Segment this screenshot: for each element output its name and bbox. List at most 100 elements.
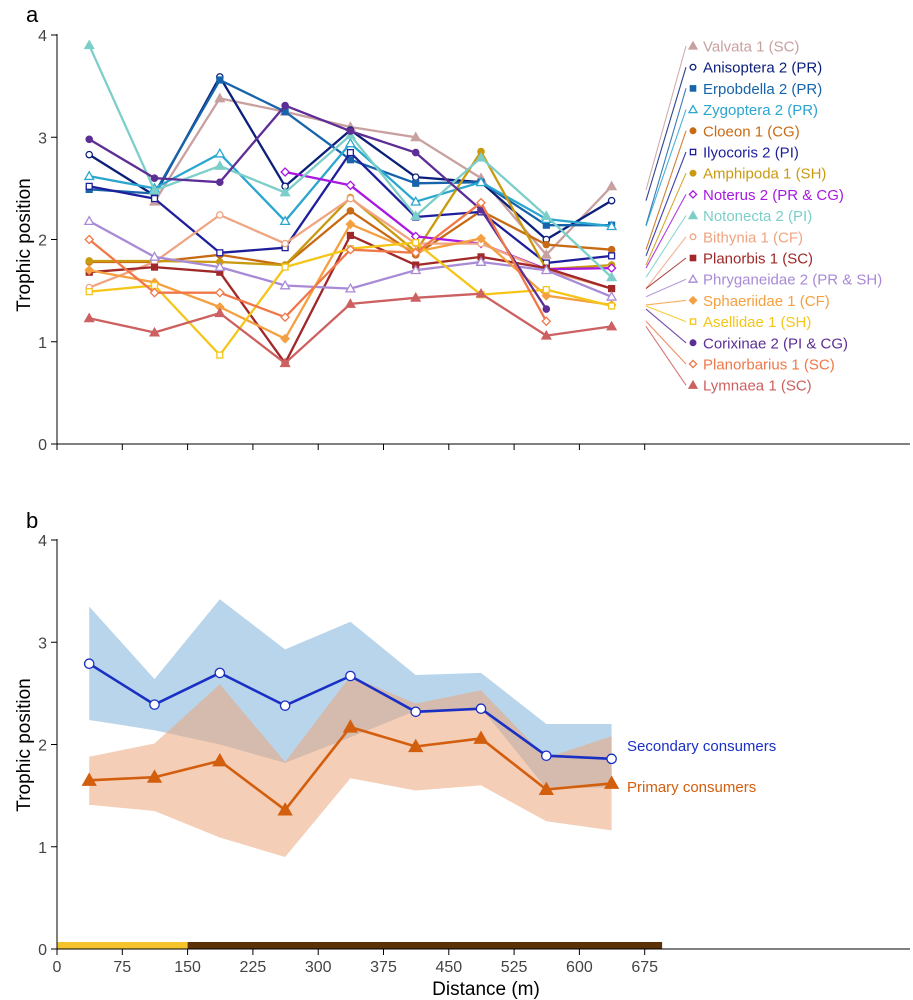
- data-point: [345, 180, 356, 191]
- data-point: [85, 182, 93, 190]
- series-planorbarius: [84, 197, 552, 327]
- confidence-band: [89, 676, 612, 857]
- panel-b-series: [81, 658, 620, 816]
- data-point: [541, 750, 552, 762]
- data-point: [540, 210, 552, 220]
- legend-leader-line: [645, 326, 687, 386]
- data-point: [281, 101, 289, 110]
- data-point: [83, 658, 95, 670]
- legend-marker: [687, 273, 699, 283]
- legend-label: Noterus 2 (PR & CG): [703, 187, 844, 204]
- data-point: [216, 249, 224, 257]
- x-tick-label: 450: [435, 959, 462, 976]
- data-point: [346, 231, 355, 240]
- series-primary: [81, 719, 620, 816]
- legend-marker: [687, 379, 699, 389]
- legend-leader-line: [645, 305, 687, 323]
- legend-label: Planorbis 1 (SC): [703, 251, 813, 268]
- data-point: [346, 127, 355, 135]
- data-point: [541, 316, 552, 327]
- data-point: [83, 170, 95, 181]
- data-point: [608, 252, 616, 260]
- data-point: [606, 271, 618, 282]
- data-point: [85, 135, 94, 144]
- x-tick-label: 150: [174, 959, 201, 976]
- data-point: [346, 156, 355, 164]
- data-point: [214, 261, 226, 272]
- series-line: [88, 223, 612, 340]
- data-point: [280, 312, 291, 323]
- series-phryganeidae: [83, 215, 618, 301]
- data-point: [346, 207, 355, 215]
- data-point: [216, 178, 224, 187]
- x-tick-label: 525: [501, 959, 528, 976]
- data-point: [603, 775, 620, 789]
- data-point: [85, 288, 93, 296]
- data-point: [150, 263, 159, 271]
- data-point: [410, 131, 422, 142]
- x-tick-label: 300: [305, 959, 332, 976]
- panel-a-legend: Valvata 1 (SC) Anisoptera 2 (PR) Erpobdell…: [645, 39, 882, 395]
- data-point: [542, 305, 551, 313]
- data-point: [146, 769, 163, 783]
- y-tick-label: 4: [38, 533, 47, 550]
- data-point: [344, 137, 356, 148]
- legend-marker: [689, 318, 697, 325]
- legend-marker: [689, 85, 697, 92]
- legend-label: Notonecta 2 (PI): [703, 208, 812, 225]
- data-point: [148, 184, 161, 195]
- data-point: [344, 282, 356, 293]
- legend-marker: [687, 104, 699, 114]
- legend-label: Bithynia 1 (CF): [703, 229, 803, 246]
- panel-b-segments: [57, 942, 663, 949]
- data-point: [606, 753, 617, 765]
- data-point: [607, 245, 616, 254]
- legend-marker: [687, 210, 699, 220]
- data-point: [608, 302, 616, 310]
- data-point: [277, 802, 293, 816]
- data-point: [214, 667, 226, 679]
- legend-label: Lymnaea 1 (SC): [703, 378, 812, 395]
- legend-marker: [689, 339, 697, 347]
- panel-b-y-axis-title: Trophic position: [14, 678, 35, 811]
- legend-label: Anisoptera 2 (PR): [703, 60, 822, 77]
- series-line: [153, 97, 613, 256]
- data-point: [85, 257, 94, 265]
- data-point: [608, 284, 616, 293]
- y-tick-label: 3: [38, 635, 47, 652]
- series-line: [284, 170, 612, 271]
- data-point: [279, 279, 291, 290]
- data-point: [280, 167, 291, 177]
- data-point: [345, 670, 356, 682]
- legend-label: Amphipoda 1 (SH): [703, 166, 826, 183]
- legend-marker: [689, 233, 697, 241]
- series-corixinae: [85, 101, 551, 313]
- data-point: [475, 287, 487, 298]
- data-point: [606, 220, 618, 231]
- legend-marker: [689, 254, 697, 262]
- data-point: [475, 256, 487, 266]
- data-point: [216, 211, 224, 219]
- data-point: [150, 174, 159, 182]
- data-point: [410, 264, 422, 275]
- data-point: [542, 240, 551, 249]
- series-line: [88, 104, 548, 310]
- legend-marker: [688, 189, 698, 199]
- data-point: [344, 298, 356, 308]
- y-tick-label: 0: [38, 437, 47, 454]
- panel-a-y-axis-title: Trophic position: [14, 178, 35, 311]
- data-point: [475, 151, 487, 162]
- legend-leader-line: [645, 299, 687, 306]
- data-point: [408, 738, 424, 753]
- legend-label: Planorbarius 1 (SC): [703, 357, 835, 374]
- data-point: [214, 92, 226, 103]
- legend-leader-line: [645, 215, 687, 278]
- data-point: [475, 176, 487, 187]
- distance-segment-bar: [187, 942, 663, 949]
- legend-leader-line: [645, 109, 687, 227]
- data-point: [475, 703, 487, 715]
- series-lymnaea: [83, 287, 618, 368]
- legend-label: Valvata 1 (SC): [703, 39, 799, 56]
- legend-leader-line: [645, 278, 687, 298]
- y-tick-label: 3: [38, 130, 47, 147]
